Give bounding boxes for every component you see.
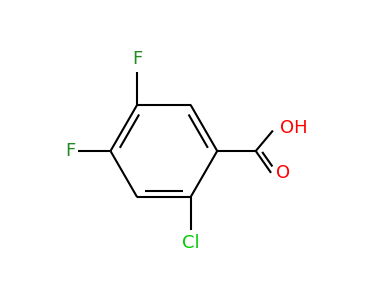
Text: F: F <box>132 50 142 68</box>
Text: F: F <box>65 142 75 160</box>
Text: Cl: Cl <box>182 234 199 252</box>
Text: OH: OH <box>280 119 308 137</box>
Text: O: O <box>276 164 291 182</box>
